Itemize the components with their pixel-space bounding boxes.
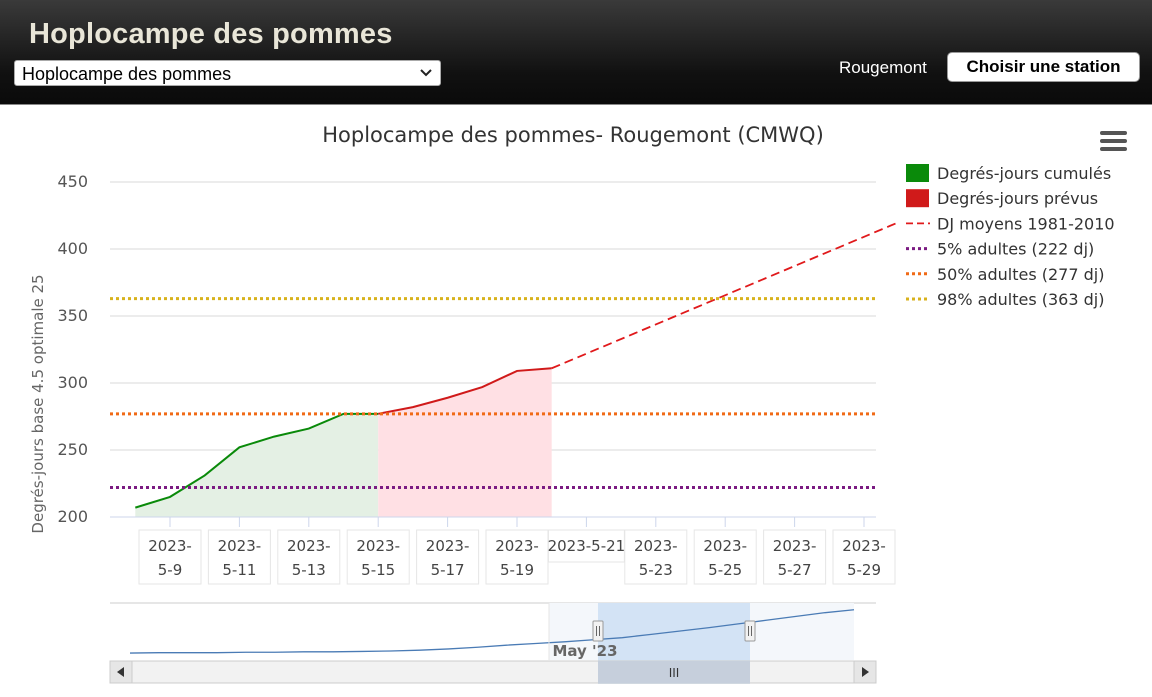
y-tick-label: 400 <box>57 239 88 258</box>
y-axis-ticks: 200 250 300 350 400 450 <box>57 172 88 526</box>
x-tick-label: 2023-5-19 <box>495 537 539 579</box>
x-tick-label: 2023-5-15 <box>356 537 400 579</box>
arrow-right-icon <box>862 667 869 677</box>
arrow-left-icon <box>117 667 124 677</box>
species-select[interactable]: Hoplocampe des pommes <box>14 60 441 86</box>
legend-item-label[interactable]: DJ moyens 1981-2010 <box>937 214 1115 233</box>
navigator-label: May '23 <box>552 642 617 660</box>
legend-item-label[interactable]: 5% adultes (222 dj) <box>937 240 1094 259</box>
x-tick-label: 2023-5-9 <box>148 537 192 579</box>
x-tick-label: 2023-5-13 <box>287 537 331 579</box>
scrollbar-thumb[interactable] <box>598 661 750 683</box>
scrollbar-track[interactable] <box>109 660 877 684</box>
x-tick-box <box>624 529 688 585</box>
x-tick-label: 2023-5-21 <box>548 537 626 555</box>
legend-item-label[interactable]: Degrés-jours cumulés <box>937 164 1111 183</box>
x-tick-label: 2023-5-25 <box>703 537 747 579</box>
x-tick-box <box>138 529 202 585</box>
y-tick-label: 300 <box>57 373 88 392</box>
y-tick-label: 450 <box>57 172 88 191</box>
x-tick-label: 2023-5-11 <box>218 537 262 579</box>
app-title: Hoplocampe des pommes <box>29 18 393 50</box>
x-tick-box <box>832 529 896 585</box>
navigator-line <box>129 609 855 654</box>
cumulative-area <box>135 413 379 517</box>
x-tick-box <box>346 529 410 585</box>
y-axis-label: Degrés-jours base 4.5 optimale 25 <box>29 274 47 533</box>
legend: Degrés-jours cumulés Degrés-jours prévus D… <box>906 164 1115 309</box>
x-axis-ticks: 2023-5-9 2023-5-11 2023-5-13 2023-5-15 2023-… <box>110 516 896 585</box>
x-tick-label: 2023-5-27 <box>773 537 817 579</box>
navigator[interactable]: May '23 III <box>109 602 877 684</box>
chart-menu-icon[interactable] <box>1100 131 1127 151</box>
y-tick-label: 350 <box>57 306 88 325</box>
legend-swatch <box>906 164 929 182</box>
station-name: Rougemont <box>839 58 927 77</box>
top-bar: Hoplocampe des pommes Hoplocampe des pom… <box>0 0 1152 105</box>
x-tick-box <box>277 529 341 585</box>
x-tick-box <box>547 529 625 563</box>
legend-item-label[interactable]: 50% adultes (277 dj) <box>937 265 1104 284</box>
scrollbar-grip: III <box>669 666 680 680</box>
x-tick-box <box>207 529 271 585</box>
legend-item-label[interactable]: 98% adultes (363 dj) <box>937 290 1104 309</box>
cumulative-line <box>135 412 379 509</box>
legend-item-label[interactable]: Degrés-jours prévus <box>937 189 1098 208</box>
x-tick-label: 2023-5-23 <box>634 537 678 579</box>
y-tick-label: 200 <box>57 507 88 526</box>
x-tick-box <box>416 529 480 585</box>
normals-line <box>551 221 900 370</box>
legend-swatch <box>906 189 929 208</box>
forecast-line <box>378 367 552 415</box>
species-select-value: Hoplocampe des pommes <box>22 64 232 84</box>
y-tick-label: 250 <box>57 440 88 459</box>
forecast-area <box>378 368 552 517</box>
chart: Hoplocampe des pommes- Rougemont (CMWQ) … <box>29 123 1115 684</box>
chart-title: Hoplocampe des pommes- Rougemont (CMWQ) <box>322 123 824 147</box>
x-tick-box <box>693 529 757 585</box>
chevron-down-icon <box>420 69 432 77</box>
x-tick-label: 2023-5-17 <box>426 537 470 579</box>
series-lines <box>110 221 900 509</box>
choose-station-button[interactable]: Choisir une station <box>947 52 1140 82</box>
navigator-handle[interactable] <box>592 620 604 642</box>
x-tick-label: 2023-5-29 <box>842 537 886 579</box>
series-areas <box>135 368 552 517</box>
x-tick-box <box>763 529 827 585</box>
x-tick-box <box>485 529 549 585</box>
navigator-handle[interactable] <box>744 620 756 642</box>
